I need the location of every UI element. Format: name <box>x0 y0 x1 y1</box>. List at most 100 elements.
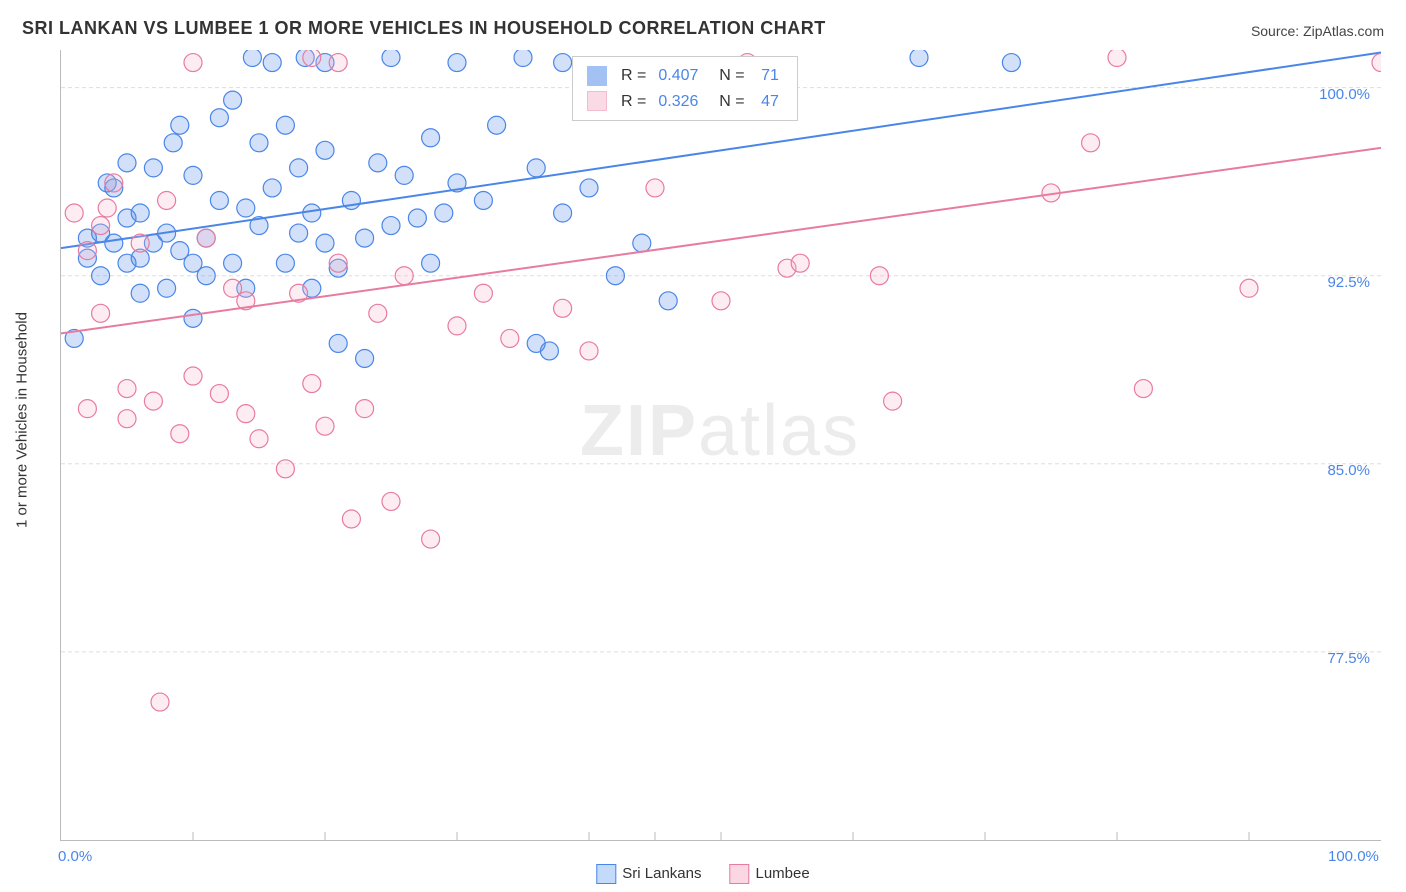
data-point <box>144 159 162 177</box>
data-point <box>78 242 96 260</box>
data-point <box>356 349 374 367</box>
data-point <box>131 204 149 222</box>
data-point <box>151 693 169 711</box>
data-point <box>263 54 281 72</box>
data-point <box>158 191 176 209</box>
y-tick-label: 100.0% <box>1310 86 1370 103</box>
data-point <box>164 134 182 152</box>
data-point <box>290 159 308 177</box>
data-point <box>184 309 202 327</box>
data-point <box>118 154 136 172</box>
data-point <box>474 191 492 209</box>
data-point <box>118 410 136 428</box>
data-point <box>158 279 176 297</box>
data-point <box>105 174 123 192</box>
n-value: 47 <box>757 89 779 115</box>
correlation-legend: R = 0.407 N = 71 R = 0.326 N = 47 <box>572 56 798 121</box>
data-point <box>210 191 228 209</box>
x-tick-label: 0.0% <box>58 848 92 865</box>
data-point <box>474 284 492 302</box>
correlation-legend-row: R = 0.326 N = 47 <box>587 89 783 115</box>
data-point <box>92 304 110 322</box>
data-point <box>303 50 321 67</box>
data-point <box>329 54 347 72</box>
data-point <box>342 510 360 528</box>
data-point <box>382 50 400 67</box>
data-point <box>356 229 374 247</box>
y-tick-label: 77.5% <box>1310 650 1370 667</box>
legend-swatch-icon <box>587 91 607 111</box>
y-axis-label: 1 or more Vehicles in Household <box>14 312 31 528</box>
legend-label: Lumbee <box>756 865 810 882</box>
data-point <box>144 392 162 410</box>
series-legend: Sri Lankans Lumbee <box>596 864 809 884</box>
data-point <box>276 116 294 134</box>
data-point <box>118 380 136 398</box>
n-value: 71 <box>757 63 779 89</box>
data-point <box>554 299 572 317</box>
r-value: 0.407 <box>658 63 698 89</box>
r-value: 0.326 <box>658 89 698 115</box>
data-point <box>250 430 268 448</box>
data-point <box>65 204 83 222</box>
y-tick-label: 85.0% <box>1310 462 1370 479</box>
data-point <box>276 254 294 272</box>
data-point <box>243 50 261 67</box>
legend-item: Sri Lankans <box>596 864 701 884</box>
data-point <box>554 204 572 222</box>
data-point <box>329 334 347 352</box>
y-tick-label: 92.5% <box>1310 274 1370 291</box>
data-point <box>1108 50 1126 67</box>
data-point <box>527 159 545 177</box>
data-point <box>488 116 506 134</box>
scatter-plot-svg <box>61 50 1381 840</box>
data-point <box>633 234 651 252</box>
data-point <box>92 267 110 285</box>
data-point <box>646 179 664 197</box>
data-point <box>501 329 519 347</box>
chart-source: Source: ZipAtlas.com <box>1251 23 1384 39</box>
data-point <box>540 342 558 360</box>
data-point <box>884 392 902 410</box>
data-point <box>448 317 466 335</box>
legend-label: Sri Lankans <box>622 865 701 882</box>
data-point <box>224 254 242 272</box>
data-point <box>171 116 189 134</box>
data-point <box>316 417 334 435</box>
data-point <box>1134 380 1152 398</box>
data-point <box>554 54 572 72</box>
data-point <box>316 234 334 252</box>
data-point <box>210 385 228 403</box>
data-point <box>171 425 189 443</box>
chart-title: SRI LANKAN VS LUMBEE 1 OR MORE VEHICLES … <box>22 18 826 39</box>
data-point <box>422 129 440 147</box>
data-point <box>791 254 809 272</box>
data-point <box>303 204 321 222</box>
data-point <box>210 109 228 127</box>
data-point <box>131 234 149 252</box>
data-point <box>870 267 888 285</box>
data-point <box>197 229 215 247</box>
data-point <box>316 141 334 159</box>
data-point <box>105 234 123 252</box>
data-point <box>303 375 321 393</box>
data-point <box>250 134 268 152</box>
data-point <box>98 199 116 217</box>
data-point <box>910 50 928 67</box>
data-point <box>382 217 400 235</box>
data-point <box>78 400 96 418</box>
data-point <box>184 166 202 184</box>
data-point <box>382 492 400 510</box>
legend-swatch-icon <box>587 66 607 86</box>
data-point <box>1240 279 1258 297</box>
data-point <box>263 179 281 197</box>
data-point <box>1372 54 1381 72</box>
data-point <box>276 460 294 478</box>
data-point <box>422 530 440 548</box>
data-point <box>92 217 110 235</box>
data-point <box>131 284 149 302</box>
chart-header: SRI LANKAN VS LUMBEE 1 OR MORE VEHICLES … <box>22 18 1384 39</box>
data-point <box>448 54 466 72</box>
data-point <box>422 254 440 272</box>
data-point <box>184 367 202 385</box>
